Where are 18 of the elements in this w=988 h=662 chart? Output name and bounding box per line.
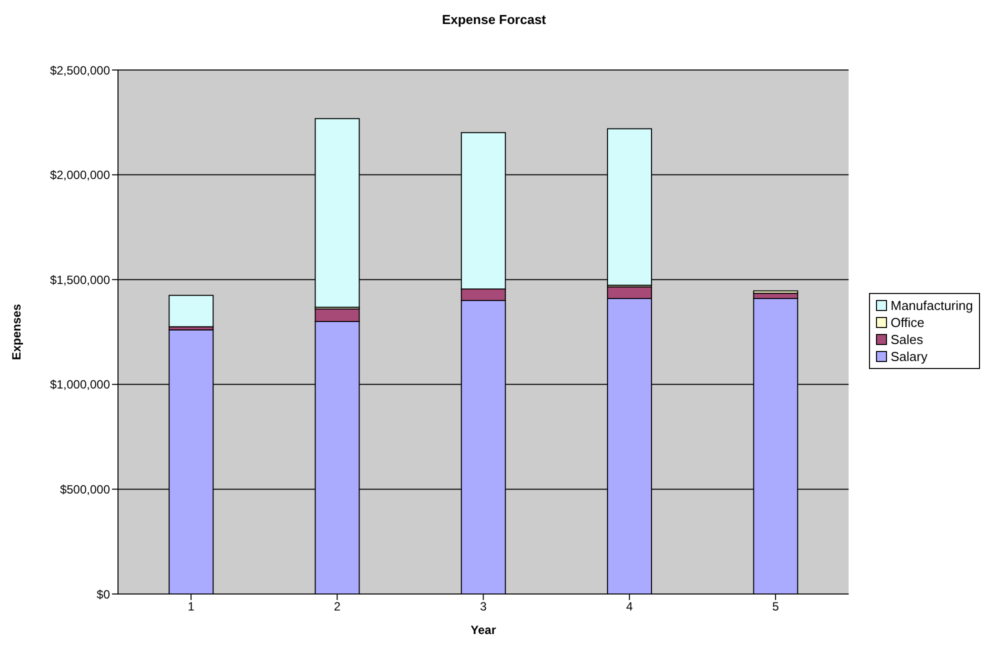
x-tick-label: 3	[480, 600, 487, 614]
y-tick-label: $0	[96, 587, 110, 602]
chart-title: Expense Forcast	[440, 12, 548, 27]
y-tick-label: $2,000,000	[50, 168, 110, 182]
y-tick-label: $1,500,000	[50, 272, 110, 287]
y-tick-label: $2,500,000	[50, 63, 110, 78]
x-tick-label: 2	[334, 600, 341, 614]
legend-label: Office	[890, 314, 924, 331]
legend-label: Manufacturing	[890, 297, 973, 314]
y-tick-label: $500,000	[60, 482, 110, 496]
y-axis-title: Expenses	[9, 304, 24, 360]
legend-label: Salary	[890, 348, 928, 365]
x-tick-label: 1	[188, 600, 195, 614]
legend-label: Sales	[890, 331, 924, 348]
x-tick-label: 5	[772, 600, 780, 614]
x-axis-title: Year	[470, 623, 496, 637]
y-tick-label: $1,000,000	[50, 378, 110, 392]
x-tick-label: 4	[626, 600, 634, 614]
